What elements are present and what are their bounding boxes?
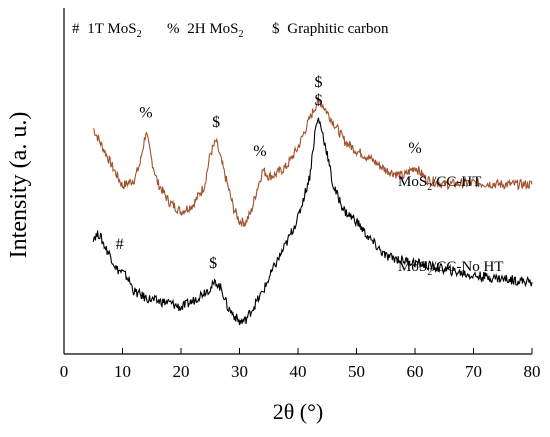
legend-2h-sub: 2 <box>239 29 244 40</box>
peak-annotation: % <box>408 140 421 157</box>
x-tick-label: 30 <box>231 362 248 381</box>
x-tick-label: 20 <box>173 362 190 381</box>
x-tick-label: 0 <box>60 362 69 381</box>
series-line-mos2-cc-no-ht <box>92 117 533 326</box>
series-layer <box>92 96 533 326</box>
x-ticks: 0 10 20 30 40 50 60 70 80 <box>60 348 541 381</box>
legend-2h-text: 2H MoS <box>187 21 238 37</box>
peak-annotation: $ <box>212 114 220 131</box>
svg-text:% 2H MoS2: % 2H MoS2 <box>167 21 244 40</box>
x-axis-label: 2θ (°) <box>273 399 324 424</box>
legend-1t-text: 1T MoS <box>87 21 136 37</box>
legend-1t-symbol: # <box>72 21 80 37</box>
peak-annotation: % <box>139 105 152 122</box>
x-tick-label: 10 <box>114 362 131 381</box>
legend: # 1T MoS2 % 2H MoS2 $ Graphitic carbon <box>72 21 389 40</box>
x-tick-label: 70 <box>465 362 482 381</box>
x-tick-label: 50 <box>348 362 365 381</box>
legend-1t-sub: 2 <box>137 29 142 40</box>
peak-annotation: % <box>253 143 266 160</box>
series-label-ht: MoS2/CC-HT <box>398 174 481 193</box>
x-tick-label: 40 <box>290 362 307 381</box>
legend-2h-symbol: % <box>167 21 180 37</box>
peak-annotations: %$%$%#$$ <box>116 74 422 272</box>
peak-annotation: # <box>116 236 124 253</box>
peak-annotation: $ <box>314 92 322 109</box>
legend-carbon-symbol: $ <box>272 21 280 37</box>
peak-annotation: $ <box>314 74 322 91</box>
x-tick-label: 80 <box>524 362 541 381</box>
y-axis-label: Intensity (a. u.) <box>6 112 32 259</box>
legend-carbon-text: Graphitic carbon <box>287 21 389 37</box>
x-tick-label: 60 <box>407 362 424 381</box>
series-line-mos2-cc-ht <box>92 96 533 228</box>
peak-annotation: $ <box>209 255 217 272</box>
svg-text:# 1T MoS2: # 1T MoS2 <box>72 21 142 40</box>
series-label-noht: MoS2/CC-No HT <box>398 259 503 278</box>
svg-text:$ Graphitic carbon: $ Graphitic carbon <box>272 21 389 37</box>
